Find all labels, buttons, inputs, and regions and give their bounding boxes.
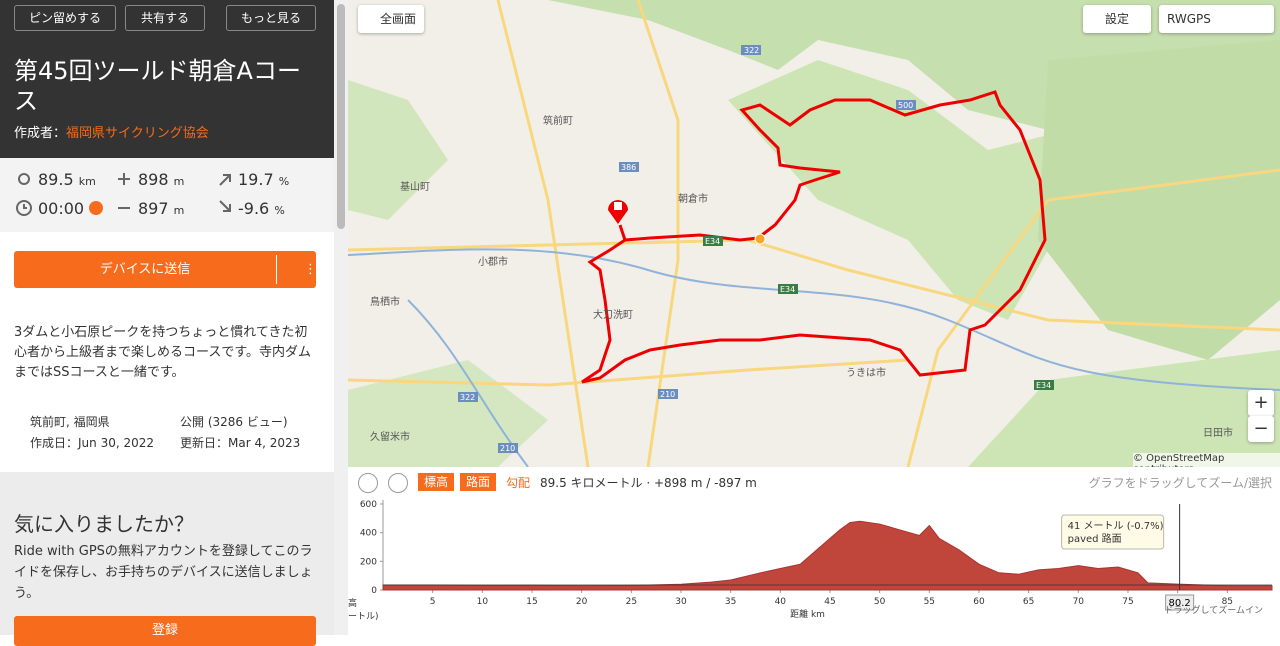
x-tick-label: 15 (526, 597, 537, 607)
stat-value: 19.7 (238, 170, 274, 189)
layer-select[interactable]: RWGPS (1159, 5, 1274, 33)
place-label: 筑前町 (543, 114, 573, 127)
place-label: 朝倉市 (678, 192, 708, 205)
tab[interactable]: 標高 (418, 473, 455, 491)
x-tick-label: 5 (430, 597, 436, 607)
send-label: デバイスに送信 (99, 262, 191, 277)
pin-button[interactable]: ピン留めする (14, 5, 116, 31)
road-label: E34 (1036, 381, 1051, 390)
drag-hint: ドラッグしてズームイン (1165, 604, 1263, 616)
stat-value: -9.6 (238, 199, 270, 218)
promo-text: Ride with GPSの無料アカウントを登録してこのライドを保存し、お手持ち… (14, 544, 313, 601)
stat-unit: km (78, 175, 96, 188)
stat-unit: % (278, 175, 290, 188)
y-tick-label: 200 (360, 557, 377, 567)
cursor-box (1165, 594, 1195, 611)
place-label: 基山町 (400, 180, 430, 193)
road-label: E34 (705, 237, 720, 246)
stat-value: 897 (138, 199, 169, 218)
place-label: 小郡市 (478, 255, 508, 268)
road-label: 210 (500, 444, 515, 453)
road-label: 500 (898, 101, 913, 110)
promo-title: 気に入りましたか？ (14, 512, 194, 536)
meta-created: 作成日：Jun 30, 2022 (30, 436, 155, 450)
road-label: 210 (660, 390, 675, 399)
more-button[interactable]: もっと見る (226, 5, 316, 31)
zoom-in[interactable]: + (1248, 390, 1274, 416)
start-pin (608, 200, 628, 224)
stat-unit: % (274, 204, 285, 217)
meta-updated: 更新日：Mar 4, 2023 (180, 436, 301, 450)
elevation-chart: 0 200 400 600 5 10 15 20 25 30 35 40 45 50 55 60 65 70 75 8… (348, 500, 1273, 622)
stats: 89.5 km 898 m 19.7 % 00:00 897 m -9.6 % (0, 158, 334, 232)
fullscreen-button[interactable]: 全画面 (358, 5, 424, 33)
y-axis-unit: ートル) (348, 612, 379, 622)
x-tick-label: 50 (874, 597, 886, 607)
x-axis-label: 距離 km (790, 608, 825, 620)
road-label: 322 (460, 393, 475, 402)
route-end (754, 233, 766, 245)
route-title: 第45回ツールド朝倉Aコース (14, 57, 301, 115)
author-link[interactable]: 福岡県サイクリング協会 (66, 126, 209, 141)
place-label: 鳥栖市 (370, 295, 400, 308)
place-label: うきは市 (846, 366, 886, 379)
stat-value: 898 (138, 170, 169, 189)
summary: 89.5 キロメートル · +898 m / -897 m (540, 476, 757, 490)
settings-button[interactable]: 設定 (1083, 5, 1151, 33)
tooltip-line: 41 メートル (-0.7%) (1068, 521, 1164, 532)
x-tick-label: 40 (775, 597, 787, 607)
author-label: 作成者： (14, 126, 67, 141)
x-tick-label: 85 (1222, 597, 1233, 607)
tab[interactable]: 勾配 (506, 476, 531, 490)
tooltip (1061, 514, 1165, 550)
place-label: 大刀洗町 (593, 308, 633, 321)
stat-value: 00:00 (38, 199, 85, 218)
stat-unit: m (173, 175, 185, 188)
map: 筑前町 朝倉市 小郡市 鳥栖市 大刀洗町 うきは市 久留米市 日田市 基山町 3… (348, 0, 1280, 467)
y-tick-label: 600 (360, 500, 377, 510)
tooltip-line: paved 路面 (1068, 532, 1122, 545)
send-button[interactable]: デバイスに送信 ⋮ (14, 251, 317, 288)
y-axis-label: 高 (348, 597, 357, 609)
details: デバイスに送信 ⋮ 3ダムと小石原ピークを持つちょっと慣れてきた初心者から上級者… (0, 232, 334, 472)
hint: グラフをドラッグしてズーム/選択 (1088, 476, 1272, 490)
scrollbar (334, 0, 348, 635)
place-label: 日田市 (1203, 426, 1233, 439)
x-tick-label: 65 (1023, 597, 1034, 607)
meta-location: 筑前町, 福岡県 (30, 415, 110, 429)
road-label: E34 (780, 285, 795, 294)
x-tick-label: 25 (626, 597, 637, 607)
x-tick-label: 45 (824, 597, 835, 607)
x-tick-label: 35 (725, 597, 736, 607)
road-label: 386 (621, 163, 636, 172)
x-tick-label: 60 (973, 597, 985, 607)
x-tick-label: 30 (675, 597, 687, 607)
y-tick-label: 400 (360, 529, 377, 539)
header: ピン留めする 共有する もっと見る 第45回ツールド朝倉Aコース 作成者：福岡県… (0, 0, 334, 158)
register-button[interactable]: 登録 (14, 616, 316, 646)
x-tick-label: 75 (1122, 597, 1133, 607)
x-tick-label: 20 (576, 597, 588, 607)
y-tick-label: 0 (371, 586, 377, 596)
meta-visibility: 公開 (3286 ビュー) (180, 415, 288, 429)
promo: 気に入りましたか？ Ride with GPSの無料アカウントを登録してこのライ… (0, 472, 334, 646)
stat-icons (16, 173, 231, 216)
place-label: 久留米市 (370, 430, 410, 443)
share-button[interactable]: 共有する (125, 5, 205, 31)
tab[interactable]: 路面 (460, 473, 497, 491)
zoom-out[interactable]: − (1248, 416, 1274, 442)
x-tick-label: 55 (924, 597, 935, 607)
route-line (581, 90, 1047, 384)
x-tick-label: 10 (477, 597, 489, 607)
description: 3ダムと小石原ピークを持つちょっと慣れてきた初心者から上級者まで楽しめるコースで… (14, 325, 312, 380)
road-label: 322 (744, 46, 759, 55)
stat-unit: m (173, 204, 185, 217)
x-tick-label: 70 (1073, 597, 1085, 607)
cursor-label: 80.2 (1168, 598, 1190, 609)
elevation-panel: 標高 路面 勾配 89.5 キロメートル · +898 m / -897 m グ… (348, 467, 1280, 635)
stat-value: 89.5 (38, 170, 74, 189)
